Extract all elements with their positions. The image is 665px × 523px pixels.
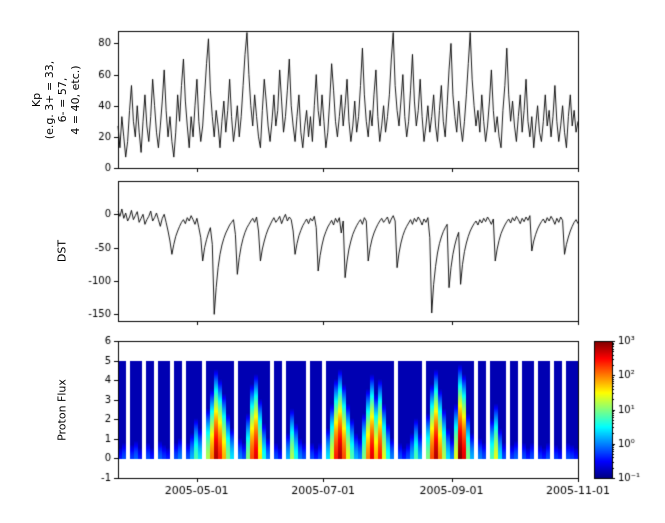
kp-axis-label: Kp (e.g. 3+ = 33, 6- = 57, 4 = 40, etc.): [30, 61, 82, 139]
kp-axis-label-line: Kp: [30, 92, 43, 108]
kp-axis-label-line: 6- = 57,: [56, 77, 69, 123]
kp-axis-label-line: (e.g. 3+ = 33,: [43, 60, 56, 140]
dst-axis-label: DST: [55, 239, 69, 263]
kp-axis-label-line: 4 = 40, etc.): [69, 65, 82, 135]
proton-flux-axis-label: Proton Flux: [55, 379, 69, 441]
